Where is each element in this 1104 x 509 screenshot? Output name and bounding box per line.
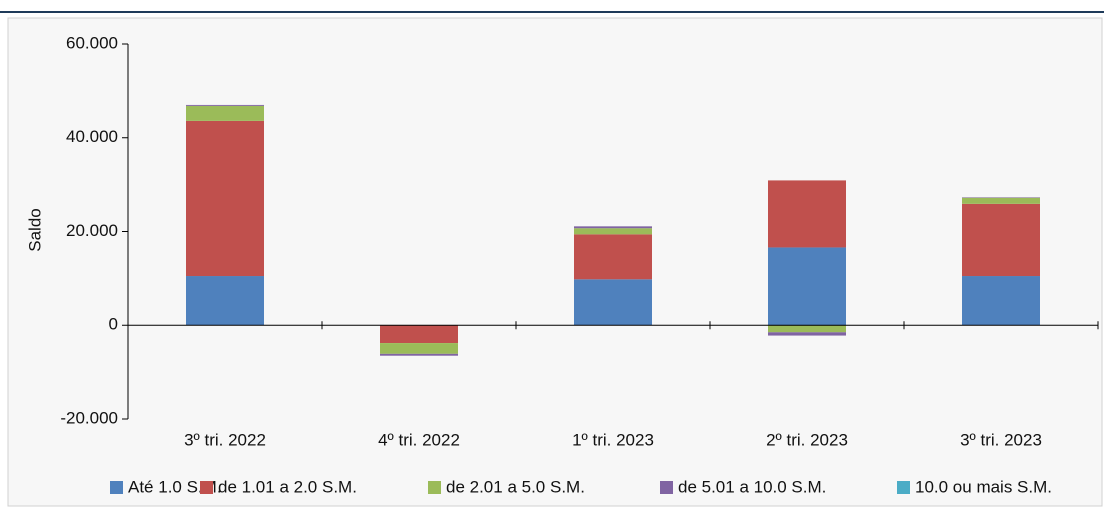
legend-swatch: [660, 481, 673, 494]
legend-label: de 5.01 a 10.0 S.M.: [678, 477, 826, 496]
bar-segment: [186, 276, 264, 326]
y-tick-label: 40.000: [66, 127, 118, 146]
bar-segment: [574, 228, 652, 235]
legend-swatch: [200, 481, 213, 494]
legend-label: de 1.01 a 2.0 S.M.: [218, 477, 357, 496]
legend-label: Até 1.0 S.M.: [128, 477, 222, 496]
legend-swatch: [428, 481, 441, 494]
bar-segment: [962, 276, 1040, 326]
bar-segment: [768, 247, 846, 326]
y-tick-label: -20.000: [60, 408, 118, 427]
x-tick-label: 2º tri. 2023: [766, 430, 848, 449]
bar-segment: [186, 105, 264, 121]
bar-segment: [186, 120, 264, 277]
y-axis-label: Saldo: [25, 208, 44, 251]
bar-segment: [768, 180, 846, 248]
y-tick-label: 60.000: [66, 33, 118, 52]
x-tick-label: 1º tri. 2023: [572, 430, 654, 449]
legend-swatch: [897, 481, 910, 494]
x-tick-label: 3º tri. 2022: [184, 430, 266, 449]
bar-segment: [380, 343, 458, 354]
legend-label: 10.0 ou mais S.M.: [915, 477, 1052, 496]
bar-segment: [574, 279, 652, 326]
bar-segment: [574, 234, 652, 280]
bar-segment: [962, 203, 1040, 277]
x-tick-label: 4º tri. 2022: [378, 430, 460, 449]
chart-frame: [7, 17, 1103, 507]
y-tick-label: 0: [109, 315, 118, 334]
bar-segment: [380, 353, 458, 356]
bar-segment: [768, 325, 846, 333]
bar-segment: [380, 325, 458, 344]
bar-segment: [574, 226, 652, 229]
y-tick-label: 20.000: [66, 221, 118, 240]
bar-segment: [962, 197, 1040, 204]
legend-swatch: [110, 481, 123, 494]
x-tick-label: 3º tri. 2023: [960, 430, 1042, 449]
legend-label: de 2.01 a 5.0 S.M.: [446, 477, 585, 496]
bar-segment: [186, 104, 264, 106]
bar-segment: [768, 332, 846, 336]
